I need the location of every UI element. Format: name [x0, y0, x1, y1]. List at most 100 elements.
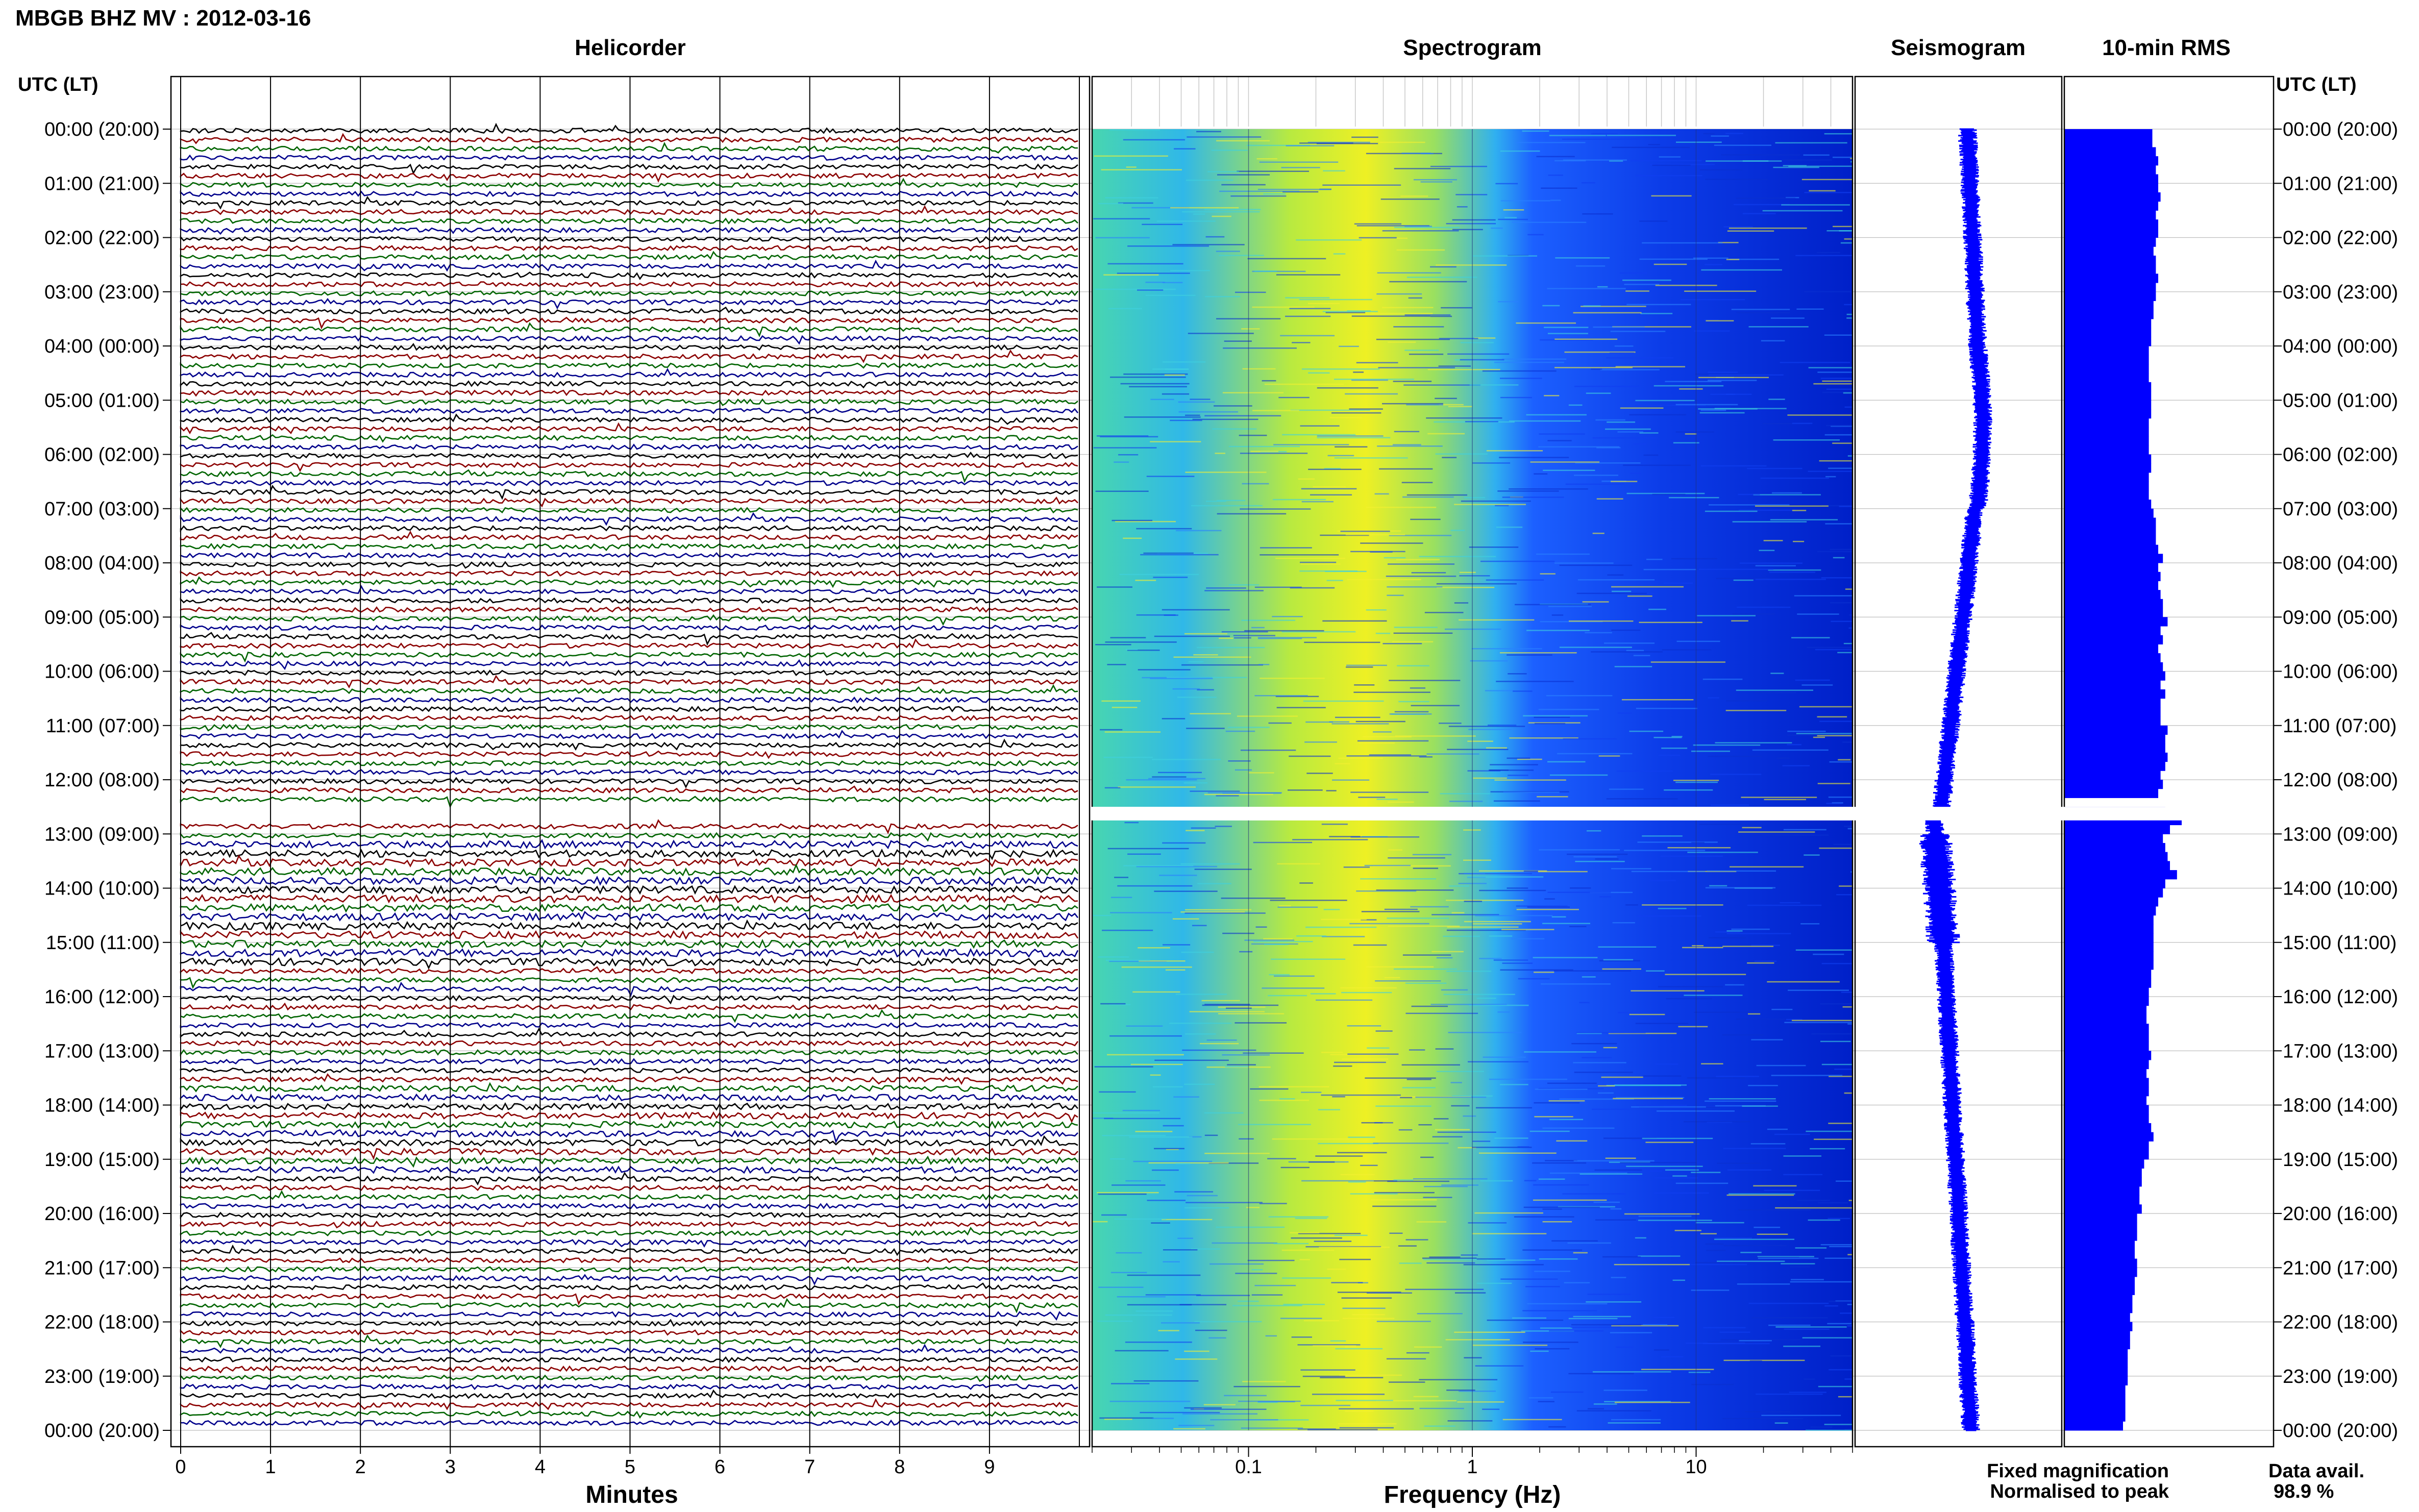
spectrogram-speckle	[1449, 801, 1483, 802]
spectrogram-speckle	[1367, 1292, 1412, 1294]
rms-bar	[2064, 165, 2156, 175]
helicorder-trace-line	[180, 1282, 1078, 1291]
spectrogram-speckle	[1508, 775, 1528, 776]
spectrogram-speckle	[1658, 986, 1723, 987]
spectrogram-speckle	[1190, 790, 1240, 792]
spectrogram-speckle	[1427, 368, 1500, 370]
spectrogram-speckle	[1691, 1290, 1730, 1291]
spectrogram-speckle	[1705, 510, 1758, 512]
rms-bar	[2064, 481, 2149, 491]
spectrogram-speckle	[1667, 847, 1731, 849]
spectrogram-speckle	[1829, 761, 1853, 763]
spectrogram-speckle	[1364, 864, 1411, 866]
spectrogram-speckle	[1173, 1428, 1205, 1430]
spectrogram-speckle	[1423, 1197, 1452, 1198]
spectrogram-speckle	[1751, 945, 1780, 946]
spectrogram-speckle	[1109, 960, 1167, 962]
spectrogram-speckle	[1356, 890, 1417, 892]
spectrogram-speckle	[1276, 274, 1341, 276]
rms-bar	[2064, 382, 2152, 392]
spectrogram-speckle	[1448, 726, 1525, 727]
minute-tick-label: 2	[355, 1456, 366, 1478]
spectrogram-speckle	[1748, 326, 1809, 328]
spectrogram-speckle	[1238, 1400, 1301, 1402]
spectrogram-speckle	[1187, 136, 1262, 138]
helicorder-trace-line	[180, 413, 1078, 425]
spectrogram-speckle	[1839, 230, 1853, 232]
spectrogram-speckle	[1783, 1346, 1820, 1347]
spectrogram-speckle	[1770, 317, 1805, 319]
rms-bar	[2064, 1051, 2152, 1060]
helicorder-trace-line	[180, 235, 1078, 244]
rms-bar	[2064, 246, 2154, 256]
helicorder-trace-line	[180, 1002, 1078, 1011]
spectrogram-speckle	[1254, 586, 1302, 588]
spectrogram-speckle	[1172, 244, 1245, 245]
time-tick-label-left: 15:00 (11:00)	[46, 932, 160, 954]
spectrogram-speckle	[1416, 1221, 1447, 1223]
spectrogram-speckle	[1184, 1083, 1215, 1085]
spectrogram-speckle	[1495, 183, 1518, 185]
rms-bar	[2064, 653, 2161, 663]
spectrogram-speckle	[1620, 1162, 1696, 1163]
spectrogram-speckle	[1573, 312, 1642, 314]
spectrogram-speckle	[1265, 1335, 1277, 1337]
spectrogram-speckle	[1496, 526, 1523, 528]
spectrogram-speckle	[1300, 1404, 1351, 1406]
spectrogram-speckle	[1118, 454, 1139, 456]
rms-bar	[2064, 1340, 2130, 1350]
spectrogram-speckle	[1451, 1105, 1470, 1107]
spectrogram-speckle	[1718, 242, 1739, 243]
spectrogram-speckle	[1224, 1395, 1267, 1397]
spectrogram-speckle	[1325, 312, 1366, 313]
helicorder-trace-line	[180, 1082, 1078, 1093]
rms-bar	[2064, 355, 2149, 364]
spectrogram-speckle	[1406, 1352, 1429, 1354]
spectrogram-speckle	[1138, 669, 1191, 671]
spectrogram-speckle	[1738, 1209, 1811, 1211]
rms-bar	[2064, 590, 2161, 600]
spectrogram-speckle	[1211, 150, 1248, 151]
helicorder-trace-line	[180, 398, 1078, 406]
spectrogram-speckle	[1277, 906, 1318, 908]
spectrogram-speckle	[1361, 919, 1377, 921]
rms-bar	[2064, 1276, 2135, 1286]
spectrogram-speckle	[1646, 558, 1663, 560]
spectrogram-speckle	[1642, 835, 1683, 837]
spectrogram-speckle	[1573, 1062, 1626, 1063]
helicorder-trace-line	[180, 342, 1078, 351]
spectrogram-speckle	[1526, 414, 1587, 416]
rms-bar	[2064, 237, 2156, 247]
spectrogram-speckle	[1761, 1415, 1841, 1416]
spectrogram-speckle	[1393, 326, 1444, 328]
spectrogram-speckle	[1298, 1233, 1361, 1234]
data-avail-label: Data avail.	[2268, 1460, 2364, 1482]
spectrogram-speckle	[1321, 1094, 1401, 1096]
helicorder-trace-line	[180, 1389, 1078, 1399]
spectrogram-speckle	[1189, 1011, 1265, 1012]
helicorder-trace-line	[180, 1120, 1078, 1129]
helicorder-trace-line	[180, 1135, 1078, 1147]
spectrogram-speckle	[1516, 322, 1576, 324]
spectrogram-speckle	[1110, 1383, 1150, 1384]
spectrogram-speckle	[1125, 649, 1138, 650]
spectrogram-speckle	[1177, 1237, 1193, 1239]
helicorder-trace-line	[180, 172, 1078, 183]
spectrogram-speckle	[1751, 1039, 1783, 1040]
time-tick-label-left: 20:00 (16:00)	[44, 1203, 160, 1225]
spectrogram-speckle	[1787, 414, 1853, 416]
spectrogram-speckle	[1240, 749, 1296, 751]
rms-bar	[2064, 337, 2152, 346]
spectrogram-speckle	[1204, 1112, 1244, 1114]
spectrogram-speckle	[1833, 557, 1845, 559]
spectrogram-speckle	[1617, 712, 1633, 714]
spectrogram-speckle	[1811, 1033, 1853, 1035]
spectrogram-speckle	[1687, 852, 1758, 853]
spectrogram-speckle	[1614, 1263, 1690, 1266]
spectrogram-speckle	[1527, 234, 1544, 236]
spectrogram-speckle	[1642, 242, 1723, 244]
rms-bar	[2064, 997, 2149, 1006]
spectrogram-speckle	[1308, 1161, 1335, 1163]
rms-bar	[2064, 527, 2156, 536]
spectrogram-speckle	[1360, 1164, 1378, 1167]
